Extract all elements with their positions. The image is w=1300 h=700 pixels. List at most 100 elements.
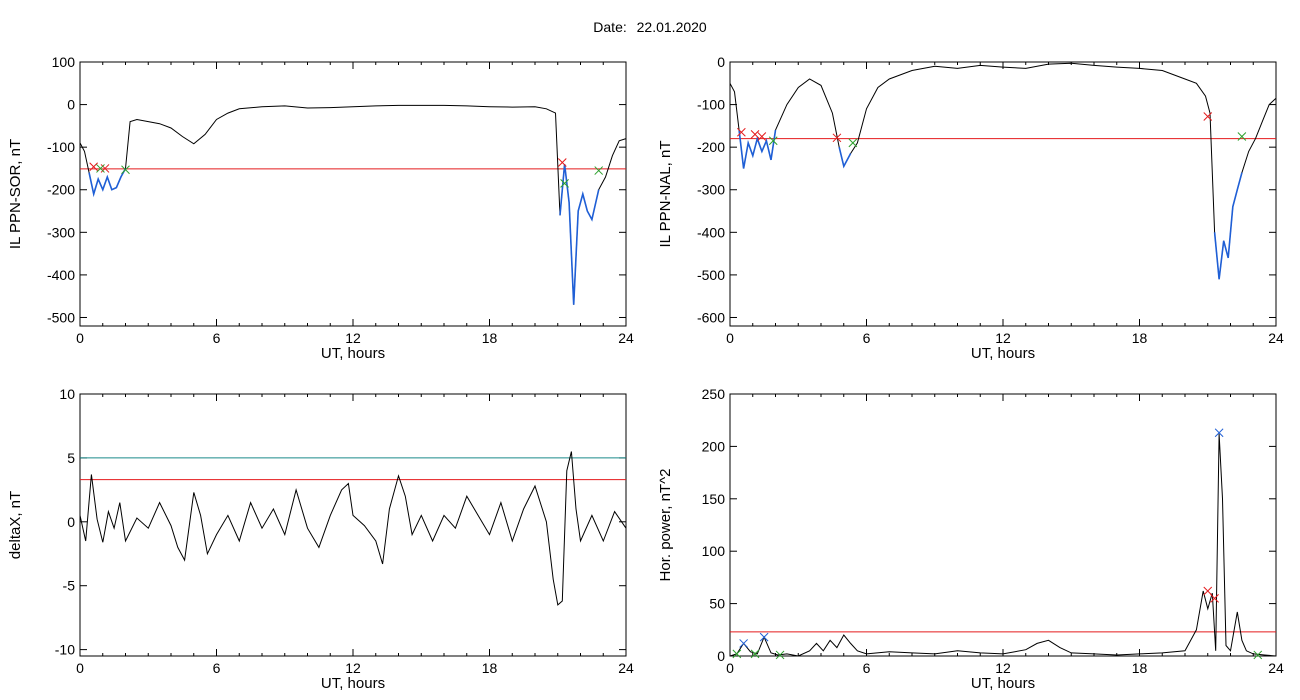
x-tick-label: 12 xyxy=(995,330,1011,346)
x-marker xyxy=(557,158,567,167)
x-marker-stroke xyxy=(732,649,742,659)
x-tick-label: 6 xyxy=(213,660,221,676)
x-marker xyxy=(848,138,858,148)
y-tick-label: 50 xyxy=(709,596,725,612)
x-marker xyxy=(737,127,746,137)
x-marker-stroke xyxy=(737,127,746,137)
x-marker-stroke xyxy=(832,133,842,143)
y-tick-label: -100 xyxy=(697,97,725,113)
x-marker xyxy=(100,164,110,173)
x-marker-stroke xyxy=(775,650,785,660)
x-tick-label: 12 xyxy=(345,660,361,676)
y-axis-title: deltaX, nT xyxy=(7,491,24,559)
highlight-segment xyxy=(88,168,127,198)
highlight-segment xyxy=(1213,172,1243,280)
x-tick-label: 18 xyxy=(482,660,498,676)
x-tick-label: 0 xyxy=(76,330,84,346)
x-tick-label: 0 xyxy=(726,660,734,676)
series-line xyxy=(729,433,1277,657)
x-tick-label: 24 xyxy=(618,330,634,346)
x-marker-stroke xyxy=(759,632,769,642)
y-tick-label: 100 xyxy=(52,54,76,70)
x-marker xyxy=(560,179,569,188)
highlight-segment xyxy=(559,164,600,305)
x-marker xyxy=(757,132,767,141)
x-marker xyxy=(739,639,749,648)
x-marker xyxy=(1237,132,1247,141)
x-marker-stroke xyxy=(1237,132,1247,141)
x-marker xyxy=(1253,650,1263,660)
y-tick-label: -300 xyxy=(47,224,75,240)
y-tick-label: 100 xyxy=(702,543,726,559)
x-marker xyxy=(750,649,760,659)
x-tick-label: 18 xyxy=(1132,330,1148,346)
x-marker-stroke xyxy=(848,138,858,148)
x-marker-stroke xyxy=(1253,650,1263,660)
x-marker xyxy=(594,166,604,175)
x-marker xyxy=(759,632,769,642)
x-tick-label: 12 xyxy=(345,330,361,346)
y-axis-title: IL PPN-SOR, nT xyxy=(7,139,24,249)
y-tick-label: 250 xyxy=(702,386,726,402)
y-tick-label: 0 xyxy=(717,648,725,664)
x-marker-stroke xyxy=(1214,428,1224,438)
x-marker-stroke xyxy=(89,162,99,172)
x-marker-stroke xyxy=(121,165,130,175)
x-marker-stroke xyxy=(739,639,749,648)
plot-frame xyxy=(729,393,1277,657)
x-tick-label: 6 xyxy=(213,330,221,346)
x-marker xyxy=(832,133,842,143)
x-tick-label: 6 xyxy=(863,660,871,676)
x-marker xyxy=(732,649,742,659)
y-tick-label: 0 xyxy=(67,514,75,530)
y-axis-title: Hor. power, nT^2 xyxy=(657,469,674,582)
x-marker xyxy=(96,164,105,173)
y-tick-label: -5 xyxy=(63,578,76,594)
y-tick-label: 5 xyxy=(67,450,75,466)
x-tick-label: 18 xyxy=(1132,660,1148,676)
x-marker-stroke xyxy=(750,130,760,139)
x-marker-stroke xyxy=(1203,112,1213,121)
y-tick-label: -400 xyxy=(47,267,75,283)
y-tick-label: -300 xyxy=(697,182,725,198)
plot-frame xyxy=(729,61,1277,327)
series-line xyxy=(79,104,627,305)
x-axis-title: UT, hours xyxy=(971,675,1035,692)
x-tick-label: 0 xyxy=(726,330,734,346)
x-marker-stroke xyxy=(557,158,567,167)
series-line xyxy=(729,62,1277,280)
chart-panel-3: 0 6 12 18 24 -10 -5 0 5 10 UT, hours deltaX, nT xyxy=(7,386,634,692)
y-tick-label: -500 xyxy=(697,267,725,283)
y-tick-label: -100 xyxy=(47,139,75,155)
x-tick-label: 18 xyxy=(482,330,498,346)
x-marker-stroke xyxy=(594,166,604,175)
series-line xyxy=(79,451,627,606)
highlight-segment xyxy=(838,147,852,169)
y-tick-label: 200 xyxy=(702,438,726,454)
y-tick-label: -200 xyxy=(697,139,725,155)
x-marker-stroke xyxy=(1203,586,1213,596)
x-tick-label: 24 xyxy=(618,660,634,676)
x-marker xyxy=(750,130,760,139)
plot-frame xyxy=(79,61,627,327)
x-tick-label: 0 xyxy=(76,660,84,676)
x-tick-label: 12 xyxy=(995,660,1011,676)
x-marker xyxy=(121,165,130,175)
x-marker xyxy=(1210,594,1219,603)
y-tick-label: 150 xyxy=(702,491,726,507)
x-axis-title: UT, hours xyxy=(321,675,385,692)
chart-panel-1: 0 6 12 18 24 -500 -400 -300 -200 -100 0 100 UT, hour… xyxy=(7,54,634,362)
chart-panel-4: 0 6 12 18 24 0 50 100 150 200 250 UT, hours Hor. pow… xyxy=(657,386,1284,692)
x-marker-stroke xyxy=(96,164,105,173)
x-marker xyxy=(1203,112,1213,121)
y-tick-label: 0 xyxy=(67,97,75,113)
x-marker xyxy=(768,136,778,146)
x-tick-label: 6 xyxy=(863,330,871,346)
x-marker xyxy=(89,162,99,172)
plot-frame xyxy=(79,393,627,657)
y-tick-label: 10 xyxy=(59,386,75,402)
y-tick-label: 0 xyxy=(717,54,725,70)
x-marker-stroke xyxy=(750,649,760,659)
x-marker-stroke xyxy=(1210,594,1219,603)
